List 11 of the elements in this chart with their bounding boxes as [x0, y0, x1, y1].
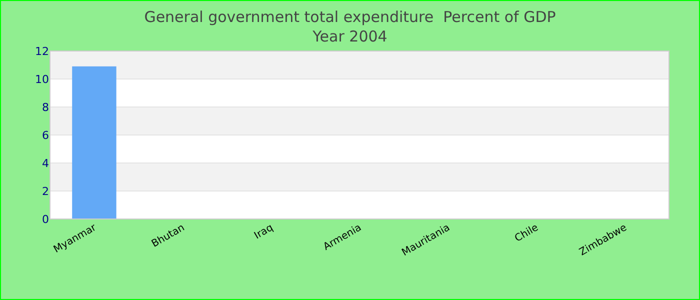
x-tick-label: Iraq — [252, 222, 276, 242]
y-tick-label: 12 — [35, 44, 49, 58]
y-tick-label: 8 — [42, 100, 49, 114]
x-tick-label: Chile — [513, 222, 540, 244]
y-tick-label: 6 — [42, 128, 49, 142]
y-tick-label: 4 — [42, 156, 49, 170]
y-tick-label: 0 — [42, 212, 49, 226]
chart-title: General government total expenditure Percent of GDP — [144, 8, 556, 26]
chart-subtitle: Year 2004 — [312, 27, 388, 46]
y-tick-label: 10 — [35, 72, 49, 86]
y-tick-label: 2 — [42, 184, 49, 198]
